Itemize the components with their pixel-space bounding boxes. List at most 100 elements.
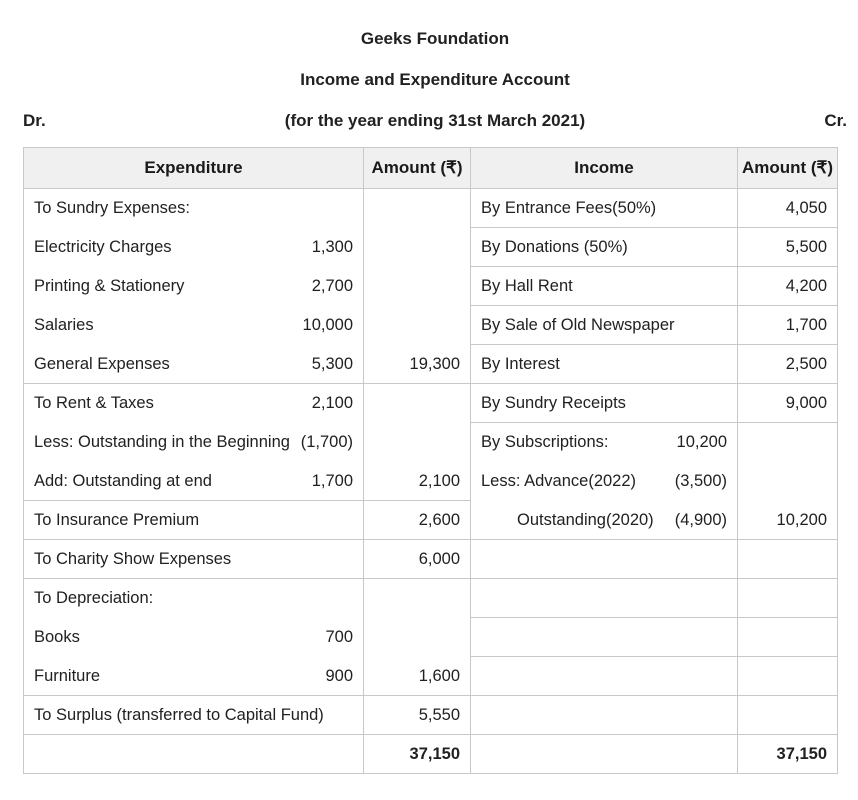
income-item-label: By Donations (50%)	[481, 238, 628, 256]
income-item-label: By Interest	[481, 355, 560, 373]
table-row: Salaries 10,000 By Sale of Old Newspaper …	[23, 305, 838, 345]
table-header-row: Expenditure Amount (₹) Income Amount (₹)	[23, 147, 838, 189]
total-expenditure-amount: 37,150	[363, 734, 471, 774]
income-item-label: Outstanding(2020)	[517, 510, 654, 529]
col-header-amount-cr: Amount (₹)	[737, 147, 838, 189]
income-amount-cell: 2,500	[737, 344, 838, 384]
table-row: Electricity Charges 1,300 By Donations (5…	[23, 227, 838, 267]
expenditure-amount-cell: 5,550	[363, 695, 471, 735]
table-row: Add: Outstanding at end 1,700 Less: Advan…	[23, 461, 838, 501]
expenditure-item-cell	[23, 734, 364, 774]
income-item-cell: Outstanding(2020) (4,900)	[470, 500, 738, 540]
income-amount-cell: 9,000	[737, 383, 838, 423]
table-row: Printing & Stationery 2,700 By Hall Rent …	[23, 266, 838, 306]
expenditure-item-cell: Furniture 900	[23, 656, 364, 696]
expenditure-group-amount-cell: 1,600	[363, 578, 471, 696]
dr-cr-row: Dr. (for the year ending 31st March 2021…	[23, 90, 847, 131]
income-item-cell: By Donations (50%)	[470, 227, 738, 267]
table-row: To Rent & Taxes 2,100 2,100 By Sundry Rec…	[23, 383, 838, 501]
income-group-amount-cell: 10,200	[737, 422, 838, 540]
expenditure-inner-amount: 900	[325, 666, 353, 685]
income-item-label: By Sale of Old Newspaper	[481, 316, 675, 334]
income-item-cell	[470, 578, 738, 618]
expenditure-item-label: Add: Outstanding at end	[34, 471, 212, 490]
income-amount-cell	[737, 656, 838, 696]
expenditure-amount-cell: 2,600	[363, 500, 471, 540]
expenditure-item-label: To Insurance Premium	[34, 511, 200, 529]
income-item-cell: By Interest	[470, 344, 738, 384]
table-row: To Sundry Expenses: 19,300 By Entrance F…	[23, 188, 838, 384]
expenditure-item-label: Less: Outstanding in the Beginning	[34, 433, 290, 451]
income-inner-amount: (3,500)	[674, 472, 727, 490]
table-row: Books 700	[23, 617, 838, 657]
income-item-cell: By Sale of Old Newspaper	[470, 305, 738, 345]
expenditure-item-cell: General Expenses 5,300	[23, 344, 364, 384]
expenditure-inner-amount: 5,300	[311, 354, 353, 373]
income-amount-cell	[737, 578, 838, 618]
income-item-label: By Sundry Receipts	[481, 394, 626, 412]
expenditure-item-label: Books	[34, 628, 80, 646]
expenditure-item-label: Electricity Charges	[34, 238, 172, 256]
dr-label: Dr.	[23, 111, 46, 130]
document-page: Geeks Foundation Income and Expenditure …	[23, 29, 847, 774]
income-item-cell: By Entrance Fees(50%)	[470, 188, 738, 228]
table-row: Furniture 900	[23, 656, 838, 696]
expenditure-item-label: To Depreciation:	[34, 589, 154, 608]
expenditure-item-label: General Expenses	[34, 354, 170, 373]
income-item-cell	[470, 539, 738, 579]
expenditure-item-label: Printing & Stationery	[34, 277, 185, 295]
expenditure-item-cell: To Depreciation:	[23, 578, 364, 618]
expenditure-group-amount-cell: 2,100	[363, 383, 471, 501]
income-item-label: By Hall Rent	[481, 277, 573, 295]
income-item-cell: Less: Advance(2022) (3,500)	[470, 461, 738, 501]
expenditure-item-label: To Charity Show Expenses	[34, 550, 232, 568]
income-item-cell	[470, 617, 738, 657]
document-subtitle: Income and Expenditure Account	[300, 70, 570, 89]
expenditure-item-cell: To Sundry Expenses:	[23, 188, 364, 228]
col-header-expenditure: Expenditure	[23, 147, 364, 189]
table-row: To Surplus (transferred to Capital Fund)…	[23, 695, 838, 735]
document-title: Geeks Foundation	[360, 29, 510, 48]
expenditure-inner-amount: 700	[325, 628, 353, 646]
income-inner-amount: (4,900)	[674, 510, 727, 529]
expenditure-inner-amount: 10,000	[302, 316, 353, 334]
income-item-label: Less: Advance(2022)	[481, 472, 637, 490]
income-item-cell	[470, 695, 738, 735]
expenditure-item-cell: To Charity Show Expenses	[23, 539, 364, 579]
income-amount-cell: 4,050	[737, 188, 838, 228]
table-row: General Expenses 5,300 By Interest 2,500	[23, 344, 838, 384]
income-amount-cell	[737, 539, 838, 579]
income-item-label: By Subscriptions:	[481, 433, 609, 452]
expenditure-item-label: Salaries	[34, 316, 94, 334]
expenditure-item-label: To Surplus (transferred to Capital Fund)	[34, 706, 324, 724]
expenditure-item-cell: Electricity Charges 1,300	[23, 227, 364, 267]
income-item-cell	[470, 734, 738, 774]
expenditure-item-label: Furniture	[34, 666, 101, 685]
expenditure-amount-cell: 6,000	[363, 539, 471, 579]
expenditure-inner-amount: 2,100	[311, 394, 353, 413]
income-amount-cell: 4,200	[737, 266, 838, 306]
table-total-row: 37,150 37,150	[23, 734, 838, 774]
cr-label: Cr.	[824, 111, 847, 130]
expenditure-item-cell: Add: Outstanding at end 1,700	[23, 461, 364, 501]
expenditure-item-cell: Printing & Stationery 2,700	[23, 266, 364, 306]
col-header-amount-dr: Amount (₹)	[363, 147, 471, 189]
expenditure-inner-amount: 1,700	[311, 471, 353, 490]
income-item-cell: By Sundry Receipts	[470, 383, 738, 423]
expenditure-group-amount-cell: 19,300	[363, 188, 471, 384]
income-inner-amount: 10,200	[676, 433, 727, 452]
expenditure-item-cell: To Rent & Taxes 2,100	[23, 383, 364, 423]
income-item-cell: By Hall Rent	[470, 266, 738, 306]
income-item-label: By Entrance Fees(50%)	[481, 199, 657, 217]
income-amount-cell: 5,500	[737, 227, 838, 267]
expenditure-inner-amount: (1,700)	[300, 433, 353, 451]
income-item-cell	[470, 656, 738, 696]
income-amount-cell: 1,700	[737, 305, 838, 345]
col-header-income: Income	[470, 147, 738, 189]
table-row: To Insurance Premium 2,600 Outstanding(2…	[23, 500, 838, 540]
expenditure-inner-amount: 2,700	[311, 277, 353, 295]
expenditure-item-cell: Books 700	[23, 617, 364, 657]
expenditure-item-cell: Less: Outstanding in the Beginning (1,700…	[23, 422, 364, 462]
expenditure-item-label: To Sundry Expenses:	[34, 199, 190, 218]
income-expenditure-table: Expenditure Amount (₹) Income Amount (₹)…	[23, 147, 838, 774]
